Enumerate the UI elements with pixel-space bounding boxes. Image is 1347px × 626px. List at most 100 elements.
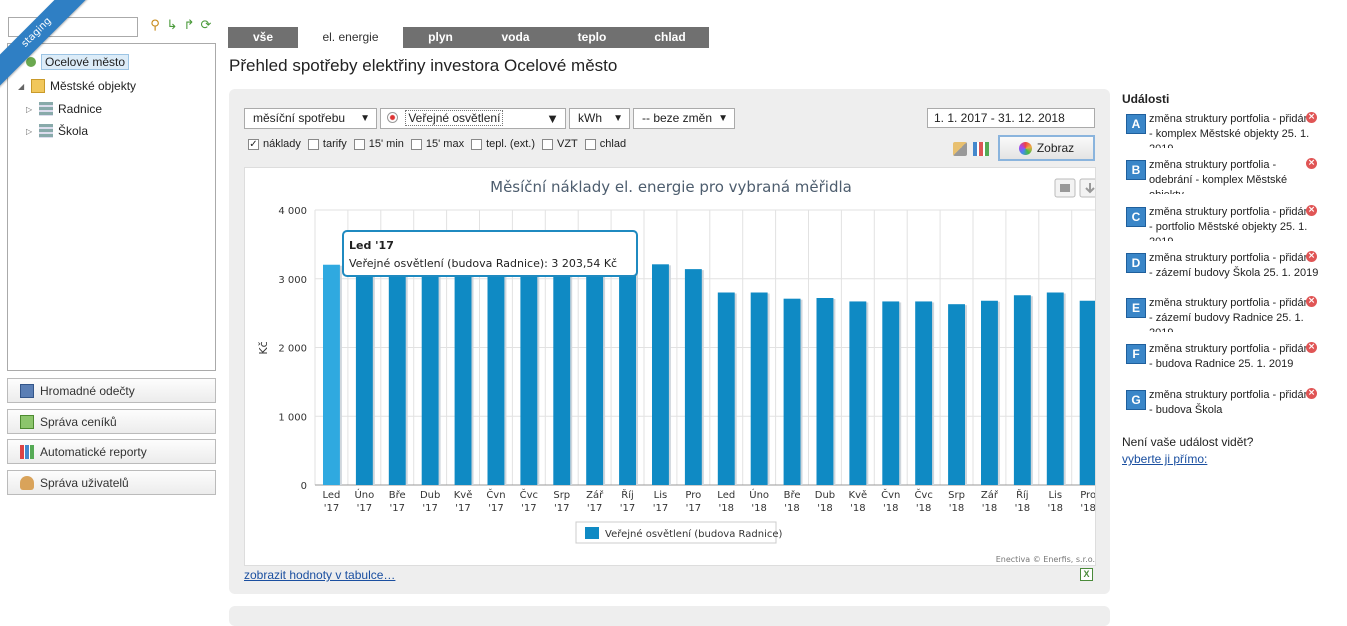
cooling-checkbox[interactable]: chlad (584, 138, 626, 150)
price-lists-button[interactable]: Správa ceníků (7, 409, 216, 434)
x-tick-label-year: '17 (587, 503, 602, 514)
tab-gas[interactable]: plyn (403, 27, 478, 48)
excel-export-icon[interactable]: X (1080, 568, 1093, 581)
bar (586, 267, 604, 485)
tooltip-text: Veřejné osvětlení (budova Radnice): 3 20… (349, 257, 617, 270)
ext-temp-checkbox[interactable]: tepl. (ext.) (471, 138, 535, 150)
meter-select-value: Veřejné osvětlení (405, 110, 504, 126)
max15-checkbox[interactable]: 15' max (410, 138, 464, 150)
tab-electricity[interactable]: el. energie (298, 27, 403, 48)
show-button[interactable]: Zobraz (998, 135, 1095, 161)
expand-arrow-icon[interactable]: ▷ (26, 126, 33, 136)
checkbox-box[interactable] (353, 138, 365, 150)
checkbox-box[interactable] (541, 138, 553, 150)
x-tick-label-year: '18 (883, 503, 898, 514)
select-event-link[interactable]: vyberte ji přímo: (1122, 452, 1208, 466)
expand-arrow-icon[interactable]: ▷ (26, 104, 33, 114)
x-tick-label-year: '17 (455, 503, 470, 514)
checkbox-box[interactable]: ✓ (248, 138, 259, 150)
change-select[interactable]: -- beze změn ▼ (633, 108, 735, 129)
bulk-readings-button[interactable]: Hromadné odečty (7, 378, 216, 403)
building-icon (39, 124, 53, 138)
tooltip-title: Led '17 (349, 239, 394, 252)
search-icon[interactable]: ⚲ (150, 18, 160, 33)
event-text: změna struktury portfolia - přidání - ko… (1149, 113, 1313, 148)
x-tick-label-month: Dub (815, 490, 835, 501)
automatic-reports-button[interactable]: Automatické reporty (7, 439, 216, 464)
legend-box (575, 521, 777, 544)
bar (1013, 295, 1031, 485)
remove-event-icon[interactable]: × (1306, 158, 1317, 169)
environment-ribbon: staging (0, 0, 90, 90)
show-table-link[interactable]: zobrazit hodnoty v tabulce… (244, 568, 396, 582)
unit-select-value: kWh (578, 111, 602, 125)
costs-checkbox[interactable]: ✓ náklady (248, 138, 301, 150)
x-tick-label-month: Bře (784, 489, 801, 501)
tab-water[interactable]: voda (478, 27, 553, 48)
checkbox-box[interactable] (471, 138, 483, 150)
building-icon (39, 102, 53, 116)
remove-event-icon[interactable]: × (1306, 296, 1317, 307)
period-select[interactable]: měsíční spotřebu ▼ (244, 108, 377, 129)
checkbox-box[interactable] (584, 138, 596, 150)
events-title: Události (1122, 92, 1170, 106)
chart-title: Měsíční náklady el. energie pro vybraná … (490, 178, 852, 196)
x-tick-label-year: '18 (817, 503, 832, 514)
date-range-input[interactable]: 1. 1. 2017 - 31. 12. 2018 (927, 108, 1095, 128)
unit-select[interactable]: kWh ▼ (569, 108, 630, 129)
x-tick-label-year: '17 (653, 503, 668, 514)
x-tick-label-year: '17 (620, 503, 635, 514)
x-tick-label-year: '18 (850, 503, 865, 514)
event-text: změna struktury portfolia - přidání - po… (1149, 206, 1313, 241)
chart-icon (20, 444, 34, 459)
tab-heat[interactable]: teplo (553, 27, 631, 48)
tab-cooling[interactable]: chlad (631, 27, 709, 48)
refresh-icon[interactable]: ⟳ (200, 18, 212, 33)
y-tick-label: 1 000 (278, 412, 307, 423)
portfolio-icon (26, 57, 36, 67)
compare-chart-icon[interactable] (973, 142, 989, 156)
x-tick-label-year: '18 (916, 503, 931, 514)
bar (553, 268, 571, 485)
collapse-arrow-icon[interactable]: ◢ (18, 81, 25, 91)
remove-event-icon[interactable]: × (1306, 342, 1317, 353)
remove-event-icon[interactable]: × (1306, 205, 1317, 216)
remove-event-icon[interactable]: × (1306, 388, 1317, 399)
checkbox-box[interactable] (410, 138, 422, 150)
period-select-value: měsíční spotřebu (253, 111, 346, 125)
tree-node-building[interactable]: ▷ Radnice (26, 102, 102, 116)
tree-node-building[interactable]: ▷ Škola (26, 124, 88, 138)
bar (619, 267, 636, 485)
collapse-tree-icon[interactable]: ↱ (183, 18, 195, 33)
meter-select[interactable]: Veřejné osvětlení ▼ (380, 108, 566, 129)
x-tick-label-month: Led (717, 490, 735, 501)
y-tick-label: 4 000 (278, 206, 307, 217)
x-tick-label-year: '18 (784, 503, 799, 514)
brush-icon[interactable] (953, 142, 967, 156)
tab-all[interactable]: vše (228, 27, 298, 48)
x-tick-label-month: Lis (1048, 490, 1062, 501)
tree-node-root[interactable]: Ocelové město (26, 54, 130, 70)
expand-tree-icon[interactable]: ↳ (166, 18, 178, 33)
bar (1046, 292, 1064, 485)
remove-event-icon[interactable]: × (1306, 112, 1317, 123)
checkbox-box[interactable] (307, 138, 319, 150)
y-tick-label: 3 000 (278, 275, 307, 286)
vzt-checkbox[interactable]: VZT (541, 138, 578, 150)
checkbox-label: VZT (556, 138, 578, 150)
x-tick-label-month: Kvě (454, 489, 473, 501)
min15-checkbox[interactable]: 15' min (353, 138, 404, 150)
x-tick-label-year: '17 (422, 503, 437, 514)
tree-node-complex[interactable]: ◢ Městské objekty (18, 79, 136, 93)
tariffs-checkbox[interactable]: tarify (307, 138, 347, 150)
user-management-button[interactable]: Správa uživatelů (7, 470, 216, 495)
chevron-down-icon: ▼ (360, 113, 370, 124)
remove-event-icon[interactable]: × (1306, 251, 1317, 262)
